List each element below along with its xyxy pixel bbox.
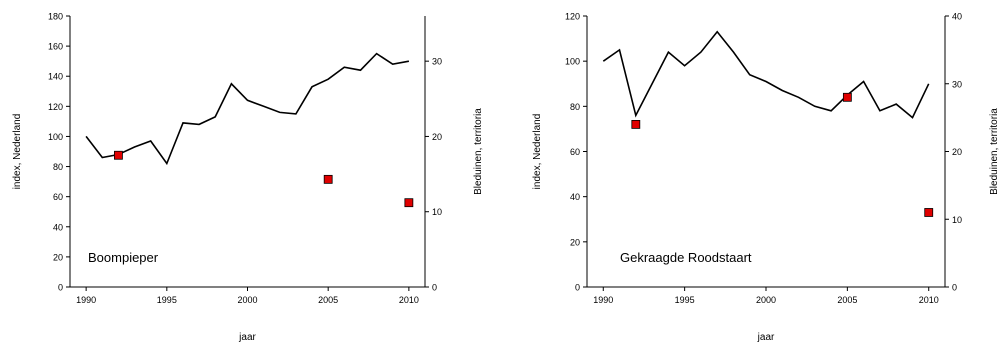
y2-axis-label: Bleduinen, territoria bbox=[989, 108, 1000, 195]
y-tick-label: 20 bbox=[570, 237, 580, 247]
y-tick-label: 160 bbox=[48, 42, 63, 52]
x-tick-label: 2000 bbox=[237, 295, 257, 305]
y2-tick-label: 10 bbox=[432, 207, 442, 217]
chart-gekraagde-roodstaart: 0 20 40 60 80 100 120 0 10 20 30 40 1990 1995 2000 2005… bbox=[532, 12, 1000, 342]
y-tick-label: 140 bbox=[48, 72, 63, 82]
y-tick-label: 80 bbox=[570, 102, 580, 112]
y2-axis-label: Bleduinen, territoria bbox=[473, 108, 484, 195]
territory-marker bbox=[631, 120, 641, 129]
territory-marker bbox=[924, 208, 934, 217]
y2-tick-label: 0 bbox=[952, 283, 957, 293]
x-tick-label: 2005 bbox=[318, 295, 338, 305]
y2-tick-label: 30 bbox=[952, 79, 962, 89]
y-tick-label: 120 bbox=[48, 102, 63, 112]
y2-tick-label: 30 bbox=[432, 57, 442, 67]
y-tick-label: 60 bbox=[53, 192, 63, 202]
y-tick-label: 40 bbox=[570, 192, 580, 202]
x-tick-label: 2000 bbox=[756, 295, 776, 305]
x-axis-label: jaar bbox=[238, 332, 256, 342]
territory-marker bbox=[114, 150, 123, 160]
x-tick-label: 2010 bbox=[919, 295, 939, 305]
y2-tick-label: 20 bbox=[952, 147, 962, 157]
y-tick-label: 80 bbox=[53, 162, 63, 172]
y-tick-label: 100 bbox=[565, 57, 580, 67]
territory-marker bbox=[323, 174, 333, 184]
x-tick-label: 2010 bbox=[399, 295, 419, 305]
x-axis-label: jaar bbox=[757, 332, 775, 342]
x-tick-label: 1995 bbox=[157, 295, 177, 305]
y-tick-label: 60 bbox=[570, 147, 580, 157]
y-tick-label: 100 bbox=[48, 132, 63, 142]
y2-tick-label: 10 bbox=[952, 215, 962, 225]
y-axis-label: index, Nederland bbox=[532, 114, 543, 190]
species-annotation: Gekraagde Roodstaart bbox=[620, 250, 752, 265]
x-tick-label: 1990 bbox=[593, 295, 613, 305]
territory-marker bbox=[404, 198, 414, 208]
y-axis-label: index, Nederland bbox=[12, 114, 23, 190]
y-tick-label: 40 bbox=[53, 222, 63, 232]
y2-tick-label: 20 bbox=[432, 132, 442, 142]
y2-tick-label: 0 bbox=[432, 283, 437, 293]
y-tick-label: 20 bbox=[53, 252, 63, 262]
y-tick-label: 0 bbox=[58, 283, 63, 293]
index-series-line bbox=[602, 30, 930, 119]
y-tick-label: 180 bbox=[48, 12, 63, 22]
y-tick-label: 0 bbox=[575, 283, 580, 293]
x-tick-label: 2005 bbox=[837, 295, 857, 305]
species-annotation: Boompieper bbox=[88, 250, 159, 265]
x-tick-label: 1995 bbox=[675, 295, 695, 305]
x-tick-label: 1990 bbox=[76, 295, 96, 305]
index-series-line bbox=[85, 52, 410, 166]
chart-boompieper: 0 20 40 60 80 100 120 140 160 180 0 10 20 30 1990 1995 2… bbox=[12, 12, 484, 342]
y2-tick-label: 40 bbox=[952, 12, 962, 22]
territory-marker bbox=[842, 92, 852, 102]
y-tick-label: 120 bbox=[565, 12, 580, 22]
